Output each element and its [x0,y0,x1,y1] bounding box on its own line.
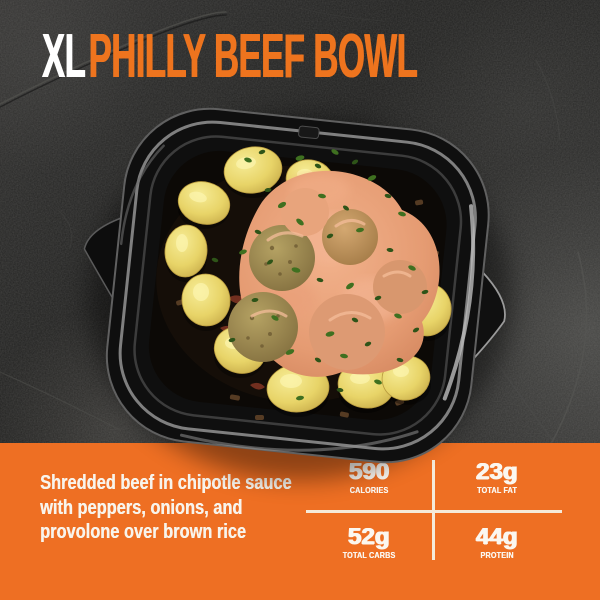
tray-shadow [88,116,512,480]
description-line: provolone over brown rice [40,521,246,543]
description-line: Shredded beef in chipotle sauce [40,472,292,494]
total-carbs-label: TOTAL CARBS [342,550,396,560]
meatball [249,225,315,291]
meatball [373,260,427,314]
size-label: XL [42,22,86,91]
meal-tray [83,107,506,464]
pepper-bits [220,167,433,390]
calories-value: 590 [348,458,390,484]
page-title: XLPHILLY BEEF BOWL [42,26,418,88]
meatball [281,188,329,236]
description-line: with peppers, onions, and [40,496,243,519]
meatball [228,292,298,362]
nutrition-cell-calories: 590 CALORIES [304,458,434,496]
protein-label: PROTEIN [480,550,514,560]
total-fat-value: 23g [476,458,518,484]
parsley-garnish [211,149,429,401]
meal-description: Shredded beef in chipotle sauce with pep… [40,471,292,545]
meatball [309,294,385,370]
nutrition-cell-protein: 44g PROTEIN [432,523,562,561]
total-fat-label: TOTAL FAT [477,485,517,495]
food-bed [156,165,439,420]
total-carbs-value: 52g [348,523,390,549]
chipotle-beef [228,170,440,377]
nutrition-cell-total-carbs: 52g TOTAL CARBS [304,523,434,561]
meatball [322,209,378,265]
nutrition-cell-total-fat: 23g TOTAL FAT [432,458,562,496]
meal-name: PHILLY BEEF BOWL [88,22,418,91]
protein-value: 44g [476,523,518,549]
lid-notch [298,125,320,140]
potatoes [164,146,452,417]
calories-label: CALORIES [349,485,389,495]
